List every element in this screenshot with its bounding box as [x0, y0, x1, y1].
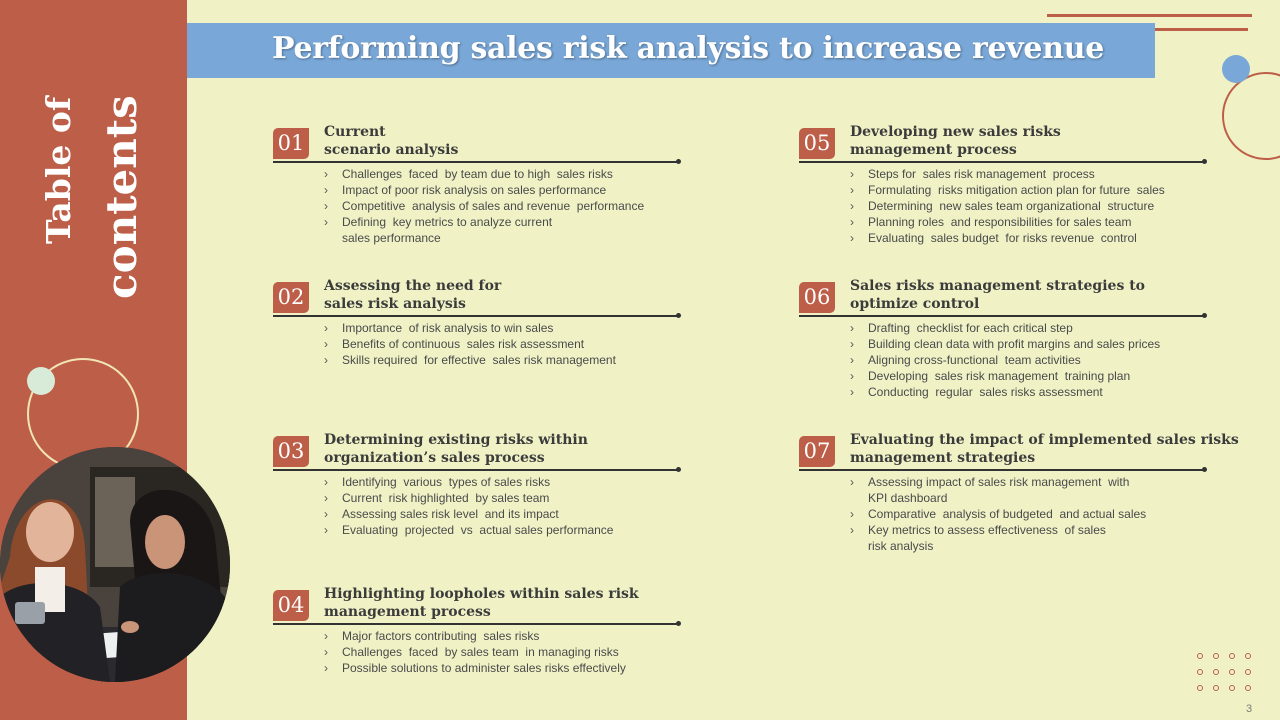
section-item-list: Identifying various types of sales risks… — [324, 474, 613, 538]
decorative-line — [1047, 14, 1252, 17]
section-item-list: Major factors contributing sales risksCh… — [324, 628, 626, 676]
section-item: Steps for sales risk management process — [850, 166, 1165, 182]
section-number-badge: 05 — [799, 128, 835, 159]
section-divider — [799, 159, 1207, 164]
section-item: Determining new sales team organizationa… — [850, 198, 1165, 214]
section-title: Evaluating the impact of implemented sal… — [850, 431, 1239, 467]
section-divider — [273, 313, 681, 318]
section-title-line: scenario analysis — [324, 142, 459, 158]
section-title-line: sales risk analysis — [324, 296, 466, 312]
decorative-ring — [1222, 72, 1280, 160]
section-item: Planning roles and responsibilities for … — [850, 214, 1165, 230]
section-title: Highlighting loopholes within sales risk… — [324, 585, 639, 621]
page-number: 3 — [1246, 703, 1253, 715]
section-title: Current scenario analysis — [324, 123, 458, 159]
section-item: Comparative analysis of budgeted and act… — [850, 506, 1146, 522]
section-number-badge: 06 — [799, 282, 835, 313]
section-divider — [799, 467, 1207, 472]
section-title: Developing new sales risks management pro… — [850, 123, 1061, 159]
sidebar-title-contents: contents — [97, 95, 146, 299]
section-title: Determining existing risks within organiz… — [324, 431, 588, 467]
decorative-line — [1155, 28, 1248, 31]
section-number-badge: 01 — [273, 128, 309, 159]
section-title-line: organization’s sales process — [324, 450, 545, 466]
section-item: Assessing impact of sales risk managemen… — [850, 474, 1146, 506]
section-number-badge: 04 — [273, 590, 309, 621]
section-number-badge: 02 — [273, 282, 309, 313]
section-item: Aligning cross-functional team activitie… — [850, 352, 1160, 368]
section-title-line: management process — [324, 604, 491, 620]
decorative-dot — [1222, 55, 1250, 83]
section-item: Developing sales risk management trainin… — [850, 368, 1160, 384]
section-number-badge: 07 — [799, 436, 835, 467]
section-item: Evaluating sales budget for risks revenu… — [850, 230, 1165, 246]
section-item: Defining key metrics to analyze current … — [324, 214, 644, 246]
section-title-line: optimize control — [850, 296, 980, 312]
section-item-list: Drafting checklist for each critical ste… — [850, 320, 1160, 400]
section-title-line: Evaluating the impact of implemented sal… — [850, 432, 1239, 448]
header-bar: Performing sales risk analysis to increa… — [187, 23, 1155, 78]
section-item-list: Importance of risk analysis to win sales… — [324, 320, 616, 368]
sidebar-title-table-of: Table of — [39, 95, 78, 244]
section-item: Impact of poor risk analysis on sales pe… — [324, 182, 644, 198]
section-item: Drafting checklist for each critical ste… — [850, 320, 1160, 336]
section-divider — [273, 467, 681, 472]
page-title: Performing sales risk analysis to increa… — [272, 31, 1105, 66]
section-item: Benefits of continuous sales risk assess… — [324, 336, 616, 352]
section-item: Evaluating projected vs actual sales per… — [324, 522, 613, 538]
section-title-line: Sales risks management strategies to — [850, 278, 1146, 294]
section-item-list: Steps for sales risk management processF… — [850, 166, 1165, 246]
section-divider — [273, 159, 681, 164]
section-item: Challenges faced by team due to high sal… — [324, 166, 644, 182]
section-item: Current risk highlighted by sales team — [324, 490, 613, 506]
section-number-badge: 03 — [273, 436, 309, 467]
section-item: Competitive analysis of sales and revenu… — [324, 198, 644, 214]
section-item: Challenges faced by sales team in managi… — [324, 644, 626, 660]
section-item: Skills required for effective sales risk… — [324, 352, 616, 368]
section-item: Conducting regular sales risks assessmen… — [850, 384, 1160, 400]
section-title-line: Assessing the need for — [324, 278, 502, 294]
section-title-line: Determining existing risks within — [324, 432, 588, 448]
team-photo — [0, 447, 230, 682]
section-title: Assessing the need for sales risk analysi… — [324, 277, 501, 313]
section-divider — [273, 621, 681, 626]
sidebar-title: contents Table of — [38, 36, 148, 306]
decorative-dot — [27, 367, 55, 395]
section-item: Formulating risks mitigation action plan… — [850, 182, 1165, 198]
section-item: Major factors contributing sales risks — [324, 628, 626, 644]
section-item: Identifying various types of sales risks — [324, 474, 613, 490]
section-item-list: Assessing impact of sales risk managemen… — [850, 474, 1146, 554]
section-title-line: management process — [850, 142, 1017, 158]
section-divider — [799, 313, 1207, 318]
section-item: Importance of risk analysis to win sales — [324, 320, 616, 336]
decorative-dot-grid — [1197, 653, 1251, 691]
section-title-line: Current — [324, 124, 386, 140]
section-title-line: Developing new sales risks — [850, 124, 1061, 140]
section-item: Possible solutions to administer sales r… — [324, 660, 626, 676]
section-item: Assessing sales risk level and its impac… — [324, 506, 613, 522]
section-item-list: Challenges faced by team due to high sal… — [324, 166, 644, 246]
section-title: Sales risks management strategies to opti… — [850, 277, 1145, 313]
section-item: Building clean data with profit margins … — [850, 336, 1160, 352]
section-title-line: management strategies — [850, 450, 1036, 466]
section-title-line: Highlighting loopholes within sales risk — [324, 586, 639, 602]
section-item: Key metrics to assess effectiveness of s… — [850, 522, 1146, 554]
